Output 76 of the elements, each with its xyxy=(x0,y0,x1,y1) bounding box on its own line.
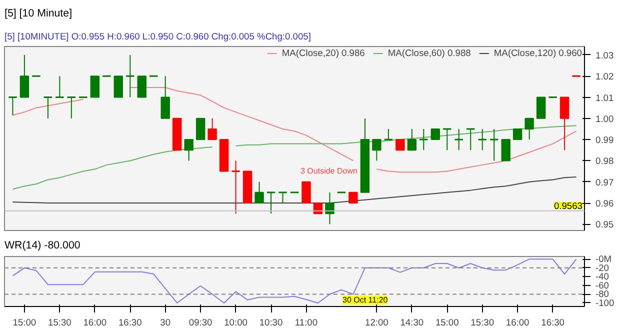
y-tick-label: -20 xyxy=(596,262,609,273)
candlestick xyxy=(114,76,123,98)
candlestick xyxy=(302,181,311,204)
candlestick xyxy=(20,54,30,98)
candlestick xyxy=(560,96,570,151)
candlestick xyxy=(90,76,100,98)
candlestick xyxy=(184,139,194,162)
x-tick-label: 15:30 xyxy=(48,318,72,328)
candlestick xyxy=(512,128,522,140)
y-tick-label: -60 xyxy=(596,280,609,290)
x-tick-label: 16:30 xyxy=(118,318,142,328)
x-tick-label: 16:00 xyxy=(83,318,107,328)
y-tick-label: 0.95 xyxy=(596,220,614,230)
candlestick xyxy=(208,118,217,140)
y-tick-label: 0.98 xyxy=(596,156,614,166)
y-tick-label: 1.01 xyxy=(596,92,614,103)
legend-label: MA(Close,60) 0.988 xyxy=(388,48,471,58)
x-tick-label: 11:00 xyxy=(294,318,318,328)
y-tick-label: -40 xyxy=(596,272,609,282)
x-tick-label: 15:00 xyxy=(435,318,459,328)
y-tick-label: 0.97 xyxy=(596,177,614,188)
candlestick xyxy=(8,96,18,116)
x-tick-label: 16:00 xyxy=(506,318,530,328)
chart-subtitle: [5] [10MINUTE] O:0.955 H:0.960 L:0.950 C:0.960 Chg:0.005 %Chg:0.005] xyxy=(4,32,311,42)
x-tick-label: 09:30 xyxy=(188,318,212,328)
y-tick-label: -0M xyxy=(596,254,612,264)
y-tick-label: 1.00 xyxy=(596,114,614,124)
chart-title: WR(14) -80.000 xyxy=(4,240,80,252)
chart-title: [5] [10 Minute] xyxy=(4,8,72,20)
candlestick xyxy=(348,192,358,204)
candlestick xyxy=(43,96,53,119)
candlestick xyxy=(536,96,546,119)
line-series xyxy=(12,258,577,304)
y-tick-label: 1.03 xyxy=(596,50,614,60)
x-tick-label: 15:00 xyxy=(12,318,36,328)
x-tick-label: 12:00 xyxy=(365,318,388,328)
legend-label: MA(Close,20) 0.986 xyxy=(282,48,365,58)
candlestick xyxy=(418,128,429,151)
y-tick-label: 0.99 xyxy=(596,135,614,146)
x-tick-label: 30 xyxy=(160,318,171,328)
candlestick xyxy=(524,118,534,140)
y-tick-label: 0.96 xyxy=(596,198,614,209)
x-tick-label: 15:30 xyxy=(470,318,494,328)
candlestick xyxy=(466,128,476,151)
candlestick xyxy=(196,118,206,140)
candlestick xyxy=(137,76,146,98)
candlestick xyxy=(66,96,76,119)
candlestick xyxy=(325,192,334,225)
candlestick xyxy=(454,128,464,151)
y-tick-label: -100 xyxy=(596,298,614,308)
candlestick xyxy=(407,128,417,151)
x-tick-label: 10:30 xyxy=(259,318,283,328)
candlestick xyxy=(384,128,394,140)
candlestick xyxy=(477,128,488,151)
candlestick xyxy=(125,54,135,98)
x-tick-label: 14:30 xyxy=(400,318,424,328)
annotation: 3 Outside Down xyxy=(300,166,358,176)
x-tick-label: 10:00 xyxy=(224,318,248,328)
candlestick xyxy=(501,139,510,162)
candlestick xyxy=(489,128,499,162)
candlestick xyxy=(160,76,170,119)
candlestick xyxy=(278,192,288,204)
y-tick-label: -80 xyxy=(596,289,609,300)
y-tick-label: 1.02 xyxy=(596,72,614,82)
candlestick xyxy=(430,128,440,140)
x-tick-label: 16:30 xyxy=(541,318,564,328)
candlestick xyxy=(266,192,276,214)
candlestick xyxy=(372,139,382,162)
candlestick xyxy=(54,76,65,98)
annotation: 30 Oct 11:20 xyxy=(342,296,388,304)
candlestick xyxy=(442,128,452,151)
candlestick xyxy=(254,181,264,204)
ref-line-label: 0.9563 xyxy=(554,200,582,211)
candlestick xyxy=(396,139,405,151)
candlestick xyxy=(230,160,241,214)
legend-label: MA(Close,120) 0.960 xyxy=(494,48,582,58)
